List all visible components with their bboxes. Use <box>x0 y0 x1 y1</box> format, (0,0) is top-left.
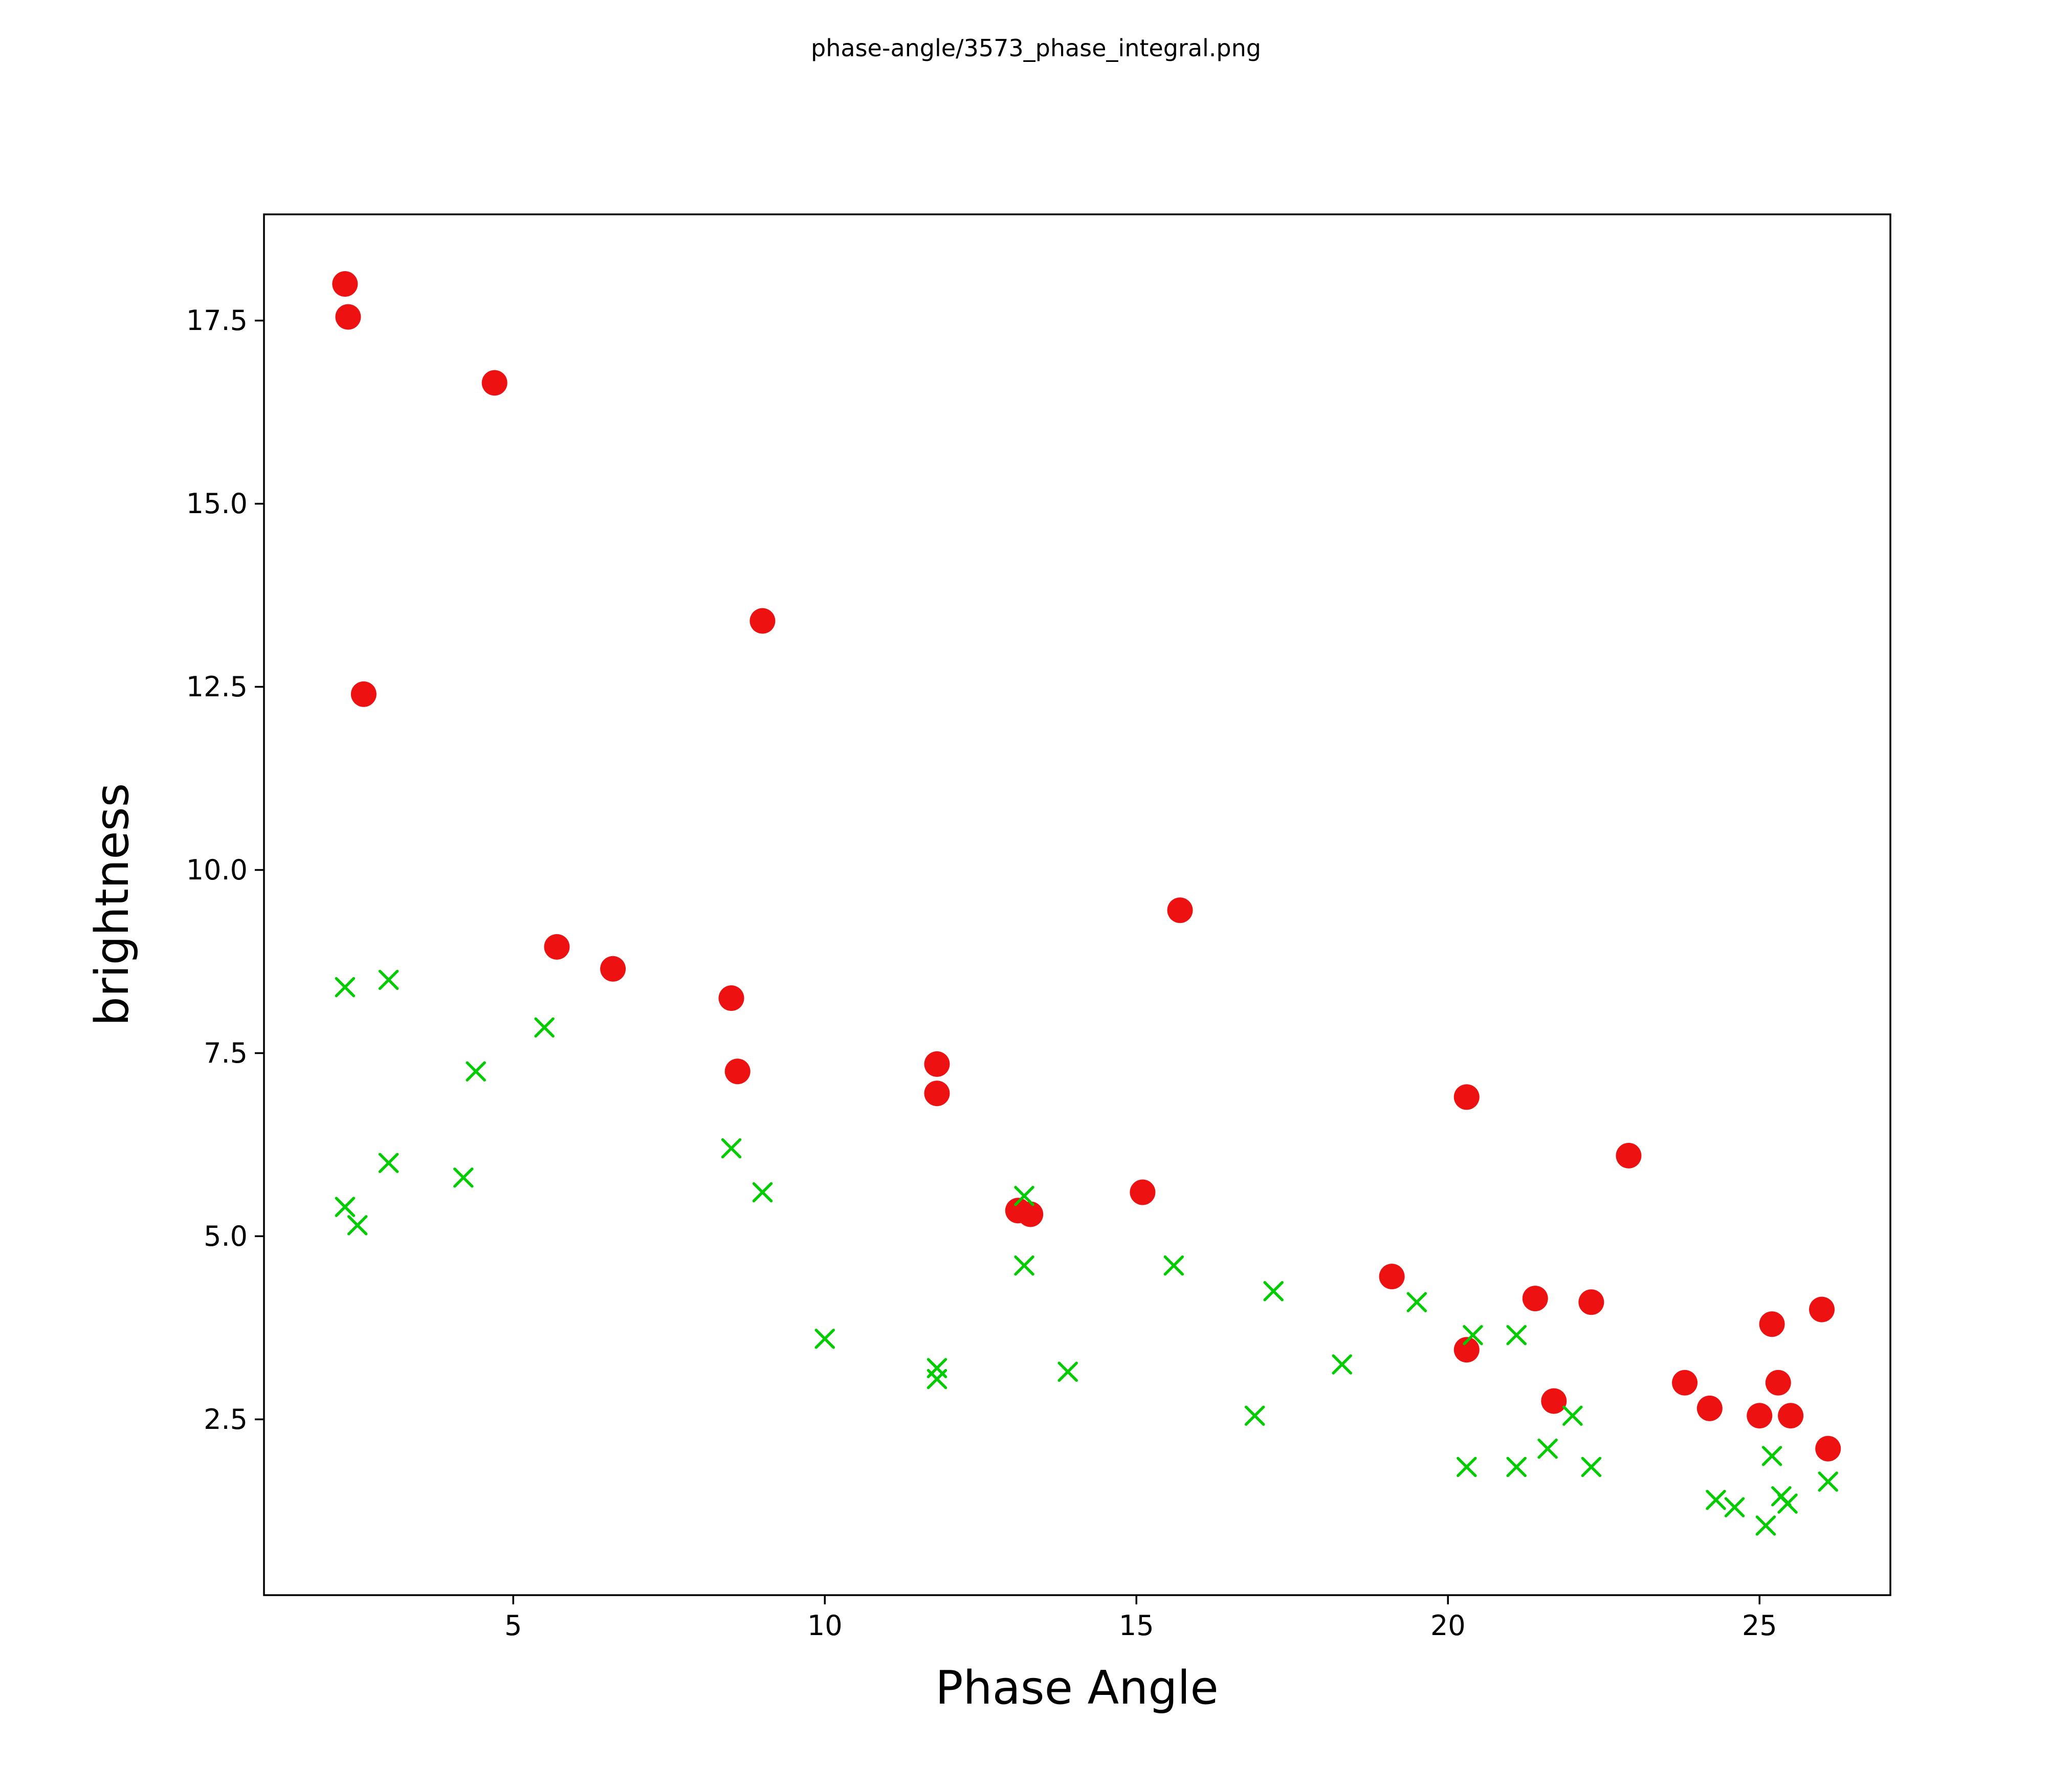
data-point-red-circles <box>718 985 744 1011</box>
data-point-red-circles <box>335 304 361 330</box>
data-point-green-x <box>927 1369 947 1389</box>
data-point-green-x <box>1537 1438 1558 1459</box>
y-tick-label: 2.5 <box>204 1403 248 1436</box>
data-point-red-circles <box>1765 1370 1791 1396</box>
data-point-red-circles <box>1018 1201 1044 1227</box>
data-point-green-x <box>1263 1281 1284 1301</box>
data-point-green-x <box>721 1138 742 1159</box>
data-point-green-x <box>1014 1185 1034 1206</box>
data-point-green-x <box>1463 1325 1483 1345</box>
data-point-green-x <box>1332 1354 1352 1375</box>
data-point-red-circles <box>750 608 776 634</box>
data-point-green-x <box>1724 1497 1745 1517</box>
data-point-red-circles <box>332 271 358 297</box>
y-axis-label: brightness <box>85 783 139 1026</box>
data-point-green-x <box>378 969 399 990</box>
data-point-green-x <box>1244 1405 1265 1426</box>
data-point-green-x <box>1506 1325 1527 1345</box>
data-point-green-x <box>1818 1471 1838 1492</box>
x-axis-label: Phase Angle <box>935 1661 1218 1715</box>
y-tick-label: 15.0 <box>186 488 248 520</box>
data-point-red-circles <box>600 956 626 982</box>
data-point-red-circles <box>1809 1296 1835 1322</box>
x-tick-label: 10 <box>807 1609 843 1642</box>
data-point-red-circles <box>724 1058 751 1085</box>
y-tick-label: 17.5 <box>186 304 248 337</box>
data-point-green-x <box>1406 1292 1427 1313</box>
data-point-green-x <box>1706 1490 1726 1510</box>
data-point-green-x <box>1506 1457 1527 1477</box>
data-point-green-x <box>1581 1457 1602 1477</box>
data-point-red-circles <box>1696 1395 1723 1421</box>
data-point-red-circles <box>1672 1370 1698 1396</box>
data-point-green-x <box>814 1329 835 1349</box>
data-point-red-circles <box>544 934 570 960</box>
data-point-red-circles <box>1747 1403 1773 1429</box>
data-point-green-x <box>1761 1446 1782 1466</box>
data-point-green-x <box>347 1215 368 1236</box>
data-point-green-x <box>1163 1255 1184 1276</box>
data-point-green-x <box>1014 1255 1034 1276</box>
data-point-green-x <box>378 1153 399 1173</box>
figure-title: phase-angle/3573_phase_integral.png <box>811 34 1261 62</box>
data-point-red-circles <box>481 370 508 396</box>
y-tick-label: 7.5 <box>204 1037 248 1069</box>
data-point-green-x <box>1755 1515 1776 1536</box>
data-point-red-circles <box>1778 1403 1804 1429</box>
data-point-red-circles <box>1453 1337 1480 1363</box>
data-point-green-x <box>534 1017 555 1038</box>
y-tick-label: 5.0 <box>204 1220 248 1252</box>
data-point-red-circles <box>1167 897 1193 923</box>
x-tick-label: 5 <box>504 1609 522 1642</box>
data-point-red-circles <box>1578 1289 1604 1315</box>
data-point-green-x <box>453 1167 474 1188</box>
data-point-red-circles <box>1759 1311 1785 1337</box>
x-tick-label: 25 <box>1742 1609 1777 1642</box>
plot-border <box>263 213 1891 1596</box>
x-tick-label: 20 <box>1430 1609 1466 1642</box>
data-point-red-circles <box>1541 1388 1567 1414</box>
data-point-green-x <box>752 1182 773 1203</box>
data-point-red-circles <box>1379 1264 1405 1290</box>
data-point-red-circles <box>1130 1179 1156 1205</box>
data-point-green-x <box>1777 1493 1798 1514</box>
data-point-red-circles <box>350 681 377 707</box>
data-point-green-x <box>1457 1457 1477 1477</box>
data-point-green-x <box>466 1061 486 1082</box>
data-point-red-circles <box>924 1051 950 1077</box>
plot-layer: 5 10 15 20 25 2.5 5.0 7.5 10.0 12.5 15.0 17.5 <box>186 271 1841 1642</box>
y-tick-label: 10.0 <box>186 854 248 886</box>
data-point-red-circles <box>1815 1436 1841 1462</box>
data-point-green-x <box>335 1197 356 1217</box>
x-tick-label: 15 <box>1119 1609 1154 1642</box>
data-point-red-circles <box>1522 1286 1548 1312</box>
data-point-red-circles <box>1616 1142 1642 1168</box>
data-point-green-x <box>1562 1405 1583 1426</box>
data-point-red-circles <box>1453 1084 1480 1110</box>
data-point-green-x <box>335 977 356 998</box>
y-tick-label: 12.5 <box>186 671 248 703</box>
data-point-green-x <box>1057 1361 1078 1382</box>
data-point-red-circles <box>924 1080 950 1107</box>
